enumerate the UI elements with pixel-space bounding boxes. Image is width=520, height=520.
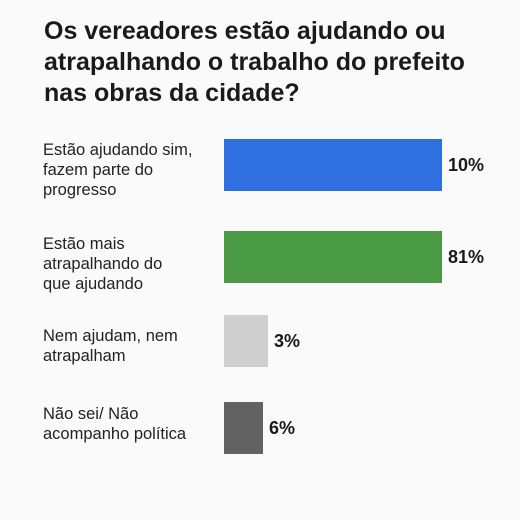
category-label-2: Estão mais atrapalhando do que ajudando	[43, 234, 223, 294]
category-label-line: Estão mais	[43, 235, 125, 253]
value-label-4: 6%	[269, 418, 296, 438]
category-label-line: Nem ajudam, nem	[43, 327, 178, 345]
category-label-3: Nem ajudam, nem atrapalham	[43, 326, 223, 366]
category-label-line: atrapalhando do	[43, 255, 163, 273]
category-label-4: Não sei/ Não acompanho política	[43, 404, 223, 444]
category-label-line: Estão ajudando sim,	[43, 141, 193, 159]
value-label-3: 3%	[274, 331, 301, 351]
category-label-line: Não sei/ Não	[43, 405, 139, 423]
category-label-line: que ajudando	[43, 275, 144, 293]
value-label-1: 10%	[448, 155, 485, 175]
category-label-line: acompanho política	[43, 425, 187, 443]
bar-3	[224, 315, 268, 367]
category-label-line: fazem parte do	[43, 161, 154, 179]
bar-4	[224, 402, 263, 454]
bar-1	[224, 139, 442, 191]
chart-title: Os vereadores estão ajudando ou atrapalh…	[44, 17, 465, 107]
bar-2	[224, 231, 442, 283]
value-label-2: 81%	[448, 247, 485, 267]
category-label-1: Estão ajudando sim, fazem parte do progres…	[43, 140, 223, 200]
category-label-line: atrapalham	[43, 347, 126, 365]
category-label-line: progresso	[43, 181, 117, 199]
